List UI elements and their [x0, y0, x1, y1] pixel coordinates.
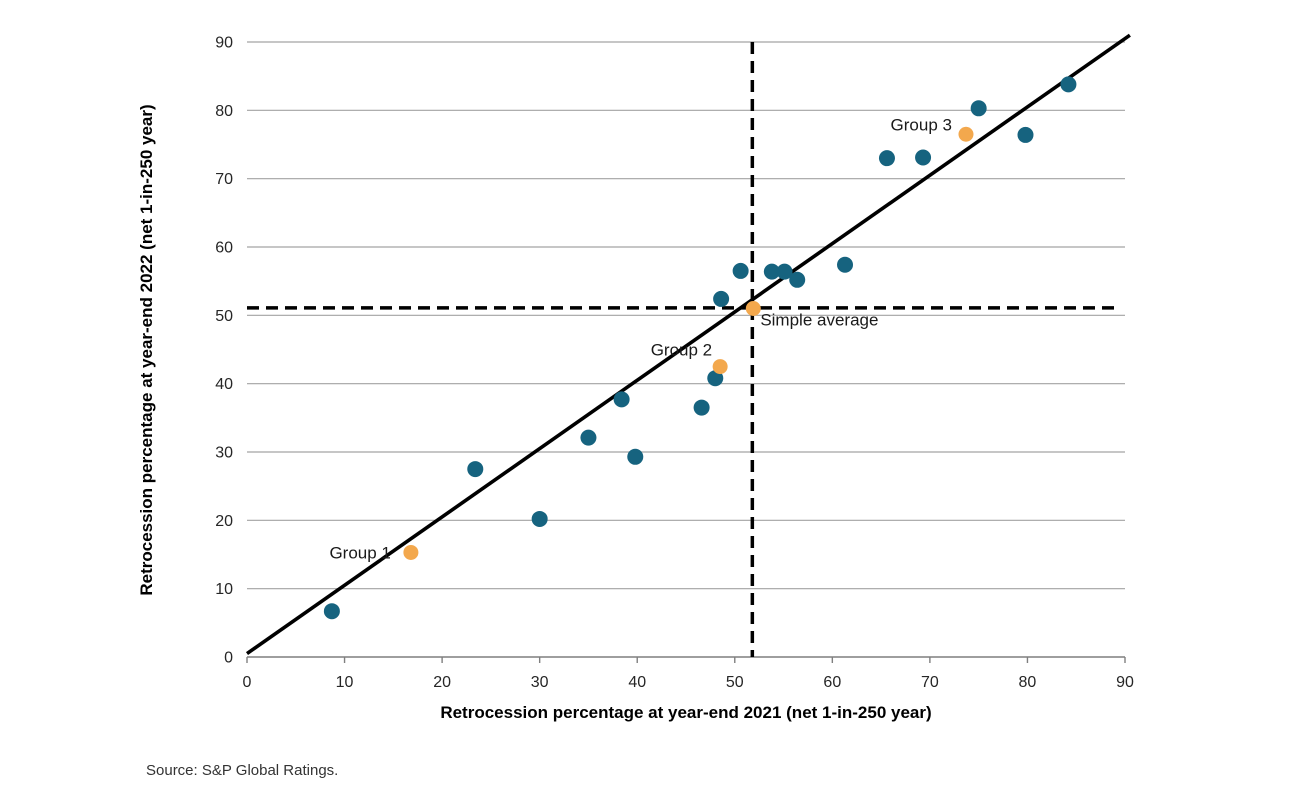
- data-point: [323, 603, 340, 620]
- diagonal-parity-line: [245, 33, 1131, 656]
- x-tick-label: 80: [1019, 674, 1037, 691]
- point-label: Simple average: [760, 311, 878, 330]
- data-point: [580, 429, 597, 446]
- data-point-highlighted: [745, 301, 761, 316]
- data-point: [1017, 126, 1034, 143]
- data-point: [531, 510, 548, 527]
- x-tick-label: 70: [921, 674, 939, 691]
- data-point: [713, 290, 730, 307]
- data-point: [467, 461, 484, 478]
- plot-area: 0 10 20 30 40 50 60 70 80 90 0 10 20 30 40 50 60 70 80 90 Gr…: [215, 33, 1134, 691]
- y-tick-label: 40: [215, 376, 233, 393]
- x-tick-label: 0: [243, 674, 252, 691]
- y-tick-label: 50: [215, 308, 233, 325]
- source-note: Source: S&P Global Ratings.: [146, 762, 339, 779]
- data-point: [878, 150, 895, 167]
- point-label: Group 3: [891, 115, 952, 134]
- x-tick-label: 40: [628, 674, 646, 691]
- x-tick-label: 30: [531, 674, 549, 691]
- data-point-highlighted: [958, 126, 974, 142]
- x-tick-label: 20: [433, 674, 451, 691]
- y-tick-label: 60: [215, 240, 233, 257]
- data-point: [763, 263, 780, 280]
- y-tick-label: 90: [215, 35, 233, 52]
- y-axis-title: Retrocession percentage at year-end 2022…: [137, 104, 156, 595]
- data-point: [627, 448, 644, 465]
- data-point: [789, 271, 806, 288]
- y-tick-label: 20: [215, 513, 233, 530]
- y-tick-label: 70: [215, 171, 233, 188]
- data-point-highlighted: [712, 359, 728, 375]
- data-point-highlighted: [403, 544, 419, 560]
- point-label: Group 2: [651, 341, 712, 360]
- point-label: Group 1: [329, 543, 390, 562]
- data-point: [1060, 76, 1077, 93]
- x-tick-label: 90: [1116, 674, 1134, 691]
- data-point: [837, 256, 854, 273]
- x-tick-label: 10: [336, 674, 354, 691]
- data-point: [776, 263, 793, 280]
- y-tick-label: 80: [215, 103, 233, 120]
- data-point: [707, 370, 724, 387]
- data-point: [613, 391, 630, 408]
- data-point: [693, 399, 710, 416]
- x-tick-label: 50: [726, 674, 744, 691]
- data-point: [915, 149, 932, 166]
- y-tick-label: 10: [215, 581, 233, 598]
- y-tick-label: 0: [224, 650, 233, 667]
- x-axis-title: Retrocession percentage at year-end 2021…: [440, 703, 931, 722]
- data-point: [970, 100, 987, 117]
- data-point: [732, 262, 749, 279]
- y-tick-label: 30: [215, 445, 233, 462]
- x-tick-label: 60: [823, 674, 841, 691]
